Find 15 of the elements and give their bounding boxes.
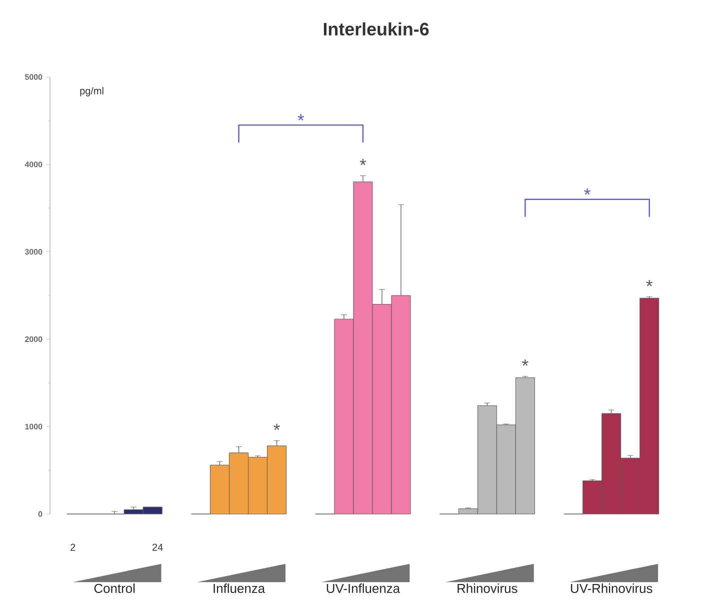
annotation: *: [298, 114, 304, 120]
x-tick-label: UV-Influenza: [326, 584, 400, 594]
text: 24: [152, 544, 163, 551]
x-tick-label: Rhinovirus: [458, 584, 518, 594]
annotation: *: [274, 424, 280, 430]
annotation: *: [360, 158, 366, 166]
x-tick-label: UV-Rhinovirus: [570, 584, 652, 594]
chart-title: Interleukin-6: [324, 22, 429, 36]
text: 2: [70, 544, 76, 551]
annotation: *: [646, 280, 653, 286]
y-axis-title: pg/ml: [80, 87, 104, 96]
x-tick-label: Control: [94, 584, 135, 594]
annotation: *: [522, 359, 528, 366]
annotation: *: [584, 188, 590, 195]
x-tick-label: Influenza: [214, 584, 266, 594]
